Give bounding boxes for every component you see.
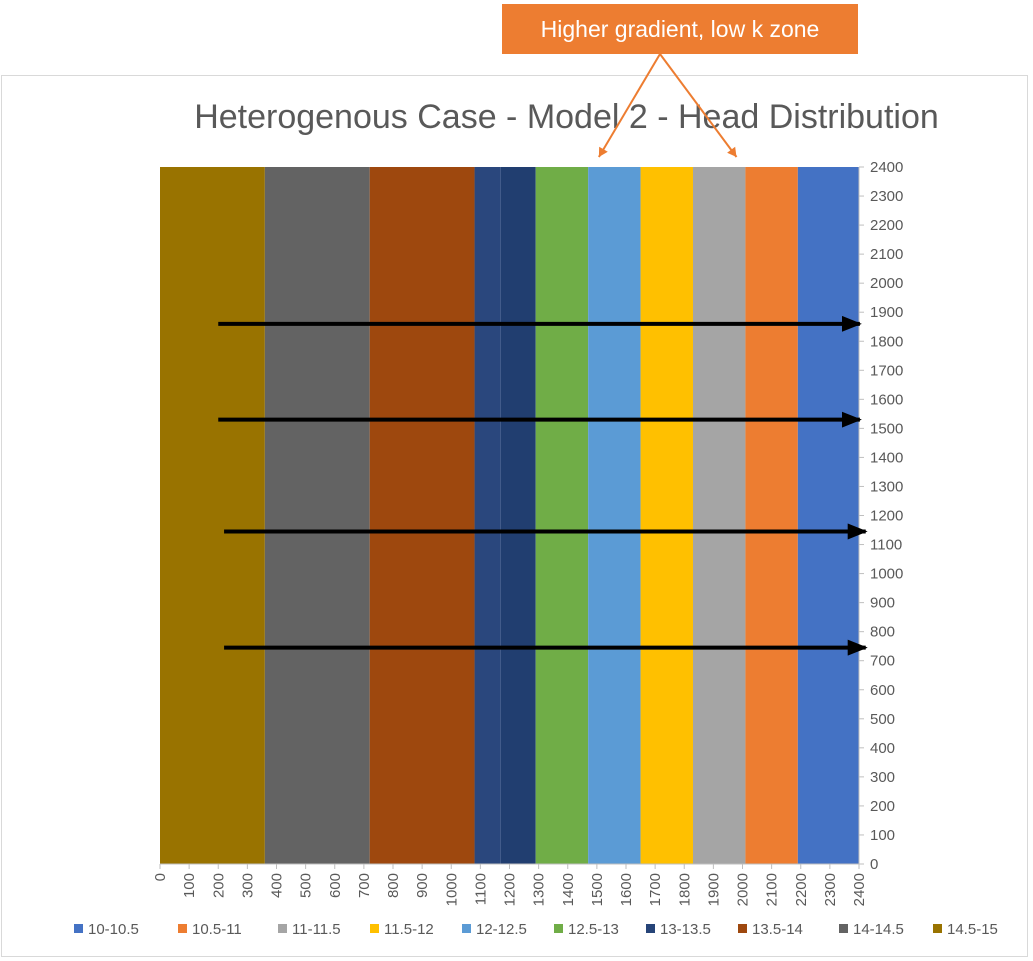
legend-label: 11-11.5 [292, 921, 341, 938]
y-tick-label: 600 [870, 682, 895, 699]
y-tick-label: 1200 [870, 508, 903, 525]
legend-swatch-11.5-12 [370, 924, 379, 933]
band-11-11.5 [692, 167, 746, 864]
legend-label: 10-10.5 [88, 921, 139, 938]
legend-swatch-10-10.5 [74, 924, 83, 933]
legend-swatch-13-13.5 [646, 924, 655, 933]
y-tick-label: 700 [870, 653, 895, 670]
legend-label: 12-12.5 [476, 921, 527, 938]
y-tick-label: 400 [870, 740, 895, 757]
x-tick-label: 1500 [589, 873, 606, 906]
x-tick-label: 300 [239, 873, 256, 898]
y-tick-label: 100 [870, 827, 895, 844]
legend-label: 13.5-14 [752, 921, 803, 938]
x-tick-label: 900 [414, 873, 431, 898]
y-tick-label: 2000 [870, 275, 903, 292]
legend-label: 10.5-11 [192, 921, 242, 938]
x-tick-label: 1100 [472, 873, 489, 905]
y-tick-label: 900 [870, 595, 895, 612]
legend-swatch-13.5-14 [738, 924, 747, 933]
y-tick-label: 1900 [870, 304, 903, 321]
y-tick-label: 2300 [870, 188, 903, 205]
annotation-pointer-1 [598, 53, 661, 158]
x-tick-label: 2200 [793, 873, 810, 906]
band-11.5-12 [640, 167, 693, 864]
legend-swatch-10.5-11 [178, 924, 187, 933]
x-tick-label: 600 [327, 873, 344, 898]
x-tick-label: 700 [356, 873, 373, 898]
x-tick-label: 1400 [560, 873, 577, 906]
x-tick-label: 1900 [705, 873, 722, 906]
legend-swatch-12-12.5 [462, 924, 471, 933]
band-12.5-13 [535, 167, 589, 864]
x-tick-label: 2300 [822, 873, 839, 906]
x-tick-label: 200 [210, 873, 227, 898]
y-tick-label: 0 [870, 856, 878, 873]
y-tick-label: 1500 [870, 420, 903, 437]
x-tick-label: 1700 [647, 873, 664, 906]
x-tick-label: 0 [152, 873, 169, 881]
y-tick-label: 1600 [870, 391, 903, 408]
band-13-13.5-a [474, 167, 501, 864]
y-tick-label: 2400 [870, 159, 903, 176]
x-tick-label: 400 [269, 873, 286, 898]
legend-label: 14-14.5 [853, 921, 904, 938]
y-tick-label: 1800 [870, 333, 903, 350]
y-tick-label: 800 [870, 624, 895, 641]
y-tick-label: 300 [870, 769, 895, 786]
legend-label: 11.5-12 [384, 921, 434, 938]
x-tick-label: 1000 [443, 873, 460, 906]
x-tick-label: 100 [181, 873, 198, 898]
y-tick-label: 1100 [870, 537, 902, 554]
y-tick-label: 2200 [870, 217, 903, 234]
annotation-pointer-head-1 [598, 146, 608, 157]
band-12-12.5 [588, 167, 641, 864]
x-tick-label: 2000 [735, 873, 752, 906]
y-tick-label: 500 [870, 711, 895, 728]
x-tick-label: 1200 [502, 873, 519, 906]
legend-swatch-12.5-13 [554, 924, 563, 933]
band-13-13.5-b [500, 167, 536, 864]
legend-label: 14.5-15 [947, 921, 998, 938]
x-tick-label: 2400 [851, 873, 868, 906]
x-tick-label: 800 [385, 873, 402, 898]
annotation-callout: Higher gradient, low k zone [502, 4, 858, 54]
band-14-14.5 [264, 167, 370, 864]
legend-label: 13-13.5 [660, 921, 711, 938]
y-tick-label: 1300 [870, 478, 903, 495]
y-tick-label: 2100 [870, 246, 903, 263]
x-tick-label: 2100 [764, 873, 781, 906]
legend-swatch-14-14.5 [839, 924, 848, 933]
annotation-pointer-2 [659, 53, 738, 158]
x-tick-label: 500 [298, 873, 315, 898]
y-tick-label: 1700 [870, 362, 903, 379]
legend-swatch-14.5-15 [933, 924, 942, 933]
x-tick-label: 1300 [531, 873, 548, 906]
band-13.5-14 [369, 167, 475, 864]
chart-title: Heterogenous Case - Model 2 - Head Distr… [194, 98, 939, 136]
band-14.5-15 [160, 167, 265, 864]
legend-label: 12.5-13 [568, 921, 619, 938]
y-tick-label: 1400 [870, 449, 903, 466]
annotation-text: Higher gradient, low k zone [540, 15, 820, 42]
band-10.5-11 [745, 167, 798, 864]
legend-swatch-11-11.5 [278, 924, 287, 933]
y-tick-label: 200 [870, 798, 895, 815]
band-10-10.5 [797, 167, 859, 864]
annotation-pointer-head-2 [727, 146, 737, 157]
x-tick-label: 1600 [618, 873, 635, 906]
y-tick-label: 1000 [870, 566, 903, 583]
x-tick-label: 1800 [676, 873, 693, 906]
